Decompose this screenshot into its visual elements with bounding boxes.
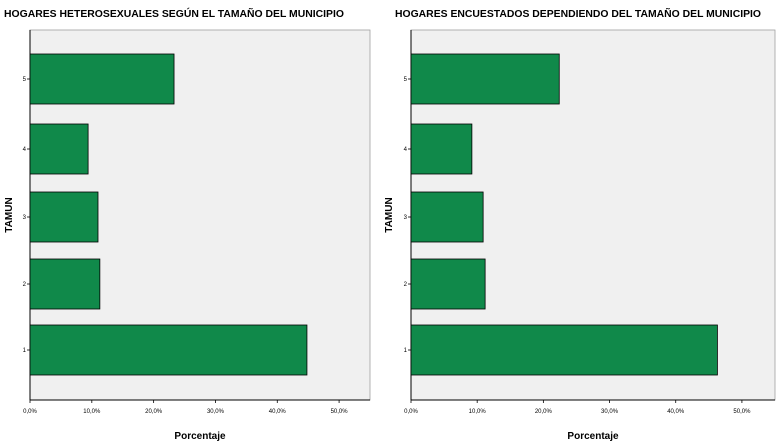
x-tick-label: 30,0% — [207, 409, 225, 415]
x-tick-label: 50,0% — [733, 409, 751, 415]
x-axis-title: Porcentaje — [567, 431, 619, 442]
y-tick-label: 4 — [23, 147, 27, 153]
y-tick-label: 1 — [404, 348, 408, 354]
x-tick-label: 40,0% — [667, 409, 685, 415]
y-tick-label: 5 — [404, 77, 408, 83]
chart-svg: HOGARES ENCUESTADOS DEPENDIENDO DEL TAMA… — [385, 7, 776, 442]
bar-1 — [410, 324, 718, 376]
y-tick-label: 1 — [23, 348, 27, 354]
chart-title: HOGARES ENCUESTADOS DEPENDIENDO DEL TAMA… — [395, 7, 761, 20]
x-tick-label: 30,0% — [601, 409, 619, 415]
bar-2 — [410, 258, 486, 310]
y-tick-label: 2 — [404, 282, 408, 288]
bar-4 — [410, 123, 473, 175]
x-tick-label: 10,0% — [83, 409, 101, 415]
chart-svg: HOGARES HETEROSEXUALES SEGÚN EL TAMAÑO D… — [4, 7, 371, 442]
x-tick-label: 0,0% — [23, 409, 37, 415]
x-tick-label: 20,0% — [535, 409, 553, 415]
chart-title: HOGARES HETEROSEXUALES SEGÚN EL TAMAÑO D… — [4, 7, 344, 20]
chart-panel-surveyed-households: HOGARES ENCUESTADOS DEPENDIENDO DEL TAMA… — [385, 0, 777, 444]
bar-2 — [29, 258, 101, 310]
y-axis-title: TAMUN — [385, 197, 395, 232]
bar-4 — [29, 123, 89, 175]
y-tick-label: 2 — [23, 282, 27, 288]
x-tick-label: 0,0% — [404, 409, 418, 415]
bar-3 — [410, 191, 484, 243]
bar-5 — [410, 53, 560, 105]
y-tick-label: 3 — [23, 215, 27, 221]
x-tick-label: 40,0% — [269, 409, 287, 415]
y-tick-label: 5 — [23, 77, 27, 83]
y-tick-label: 4 — [404, 147, 408, 153]
bar-3 — [29, 191, 99, 243]
x-tick-label: 10,0% — [469, 409, 487, 415]
chart-panel-heterosexual-households: HOGARES HETEROSEXUALES SEGÚN EL TAMAÑO D… — [0, 0, 380, 444]
bar-1 — [29, 324, 308, 376]
x-axis-title: Porcentaje — [174, 431, 226, 442]
y-tick-label: 3 — [404, 215, 408, 221]
x-tick-label: 20,0% — [145, 409, 163, 415]
x-tick-label: 50,0% — [331, 409, 349, 415]
y-axis-title: TAMUN — [4, 197, 15, 232]
bar-5 — [29, 53, 175, 105]
